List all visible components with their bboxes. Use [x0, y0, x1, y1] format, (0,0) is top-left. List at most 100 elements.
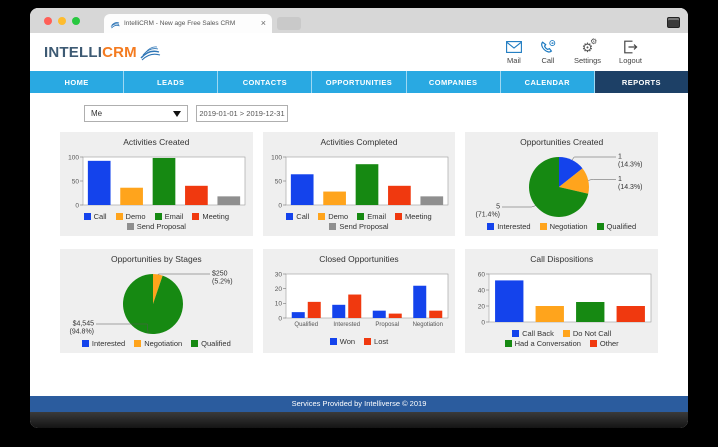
svg-text:0: 0 [481, 319, 485, 326]
call-icon [540, 40, 556, 55]
call-label: Call [541, 55, 555, 65]
nav-item-companies[interactable]: COMPANIES [407, 71, 501, 93]
svg-text:(5.2%): (5.2%) [212, 279, 233, 286]
svg-text:20: 20 [275, 286, 283, 293]
legend-label: Call [93, 212, 107, 221]
nav-item-calendar[interactable]: CALENDAR [501, 71, 595, 93]
svg-text:$4,545: $4,545 [73, 321, 95, 328]
chart-legend: Call Demo Email Meeting Send Proposal [266, 212, 453, 231]
date-range-input[interactable] [196, 105, 288, 122]
logout-button[interactable]: Logout [619, 40, 642, 65]
legend-swatch [81, 340, 89, 347]
svg-text:5: 5 [496, 204, 500, 211]
svg-text:Proposal: Proposal [375, 322, 399, 328]
chart-canvas-call-dispositions: 0 20 40 60 [477, 271, 651, 326]
svg-text:10: 10 [275, 301, 283, 308]
logout-icon [623, 40, 638, 55]
svg-text:(14.3%): (14.3%) [618, 162, 643, 169]
footer-bar: Services Provided by Intelliverse © 2019 [30, 396, 688, 412]
chart-canvas-opportunities-by-stages: $250(5.2%) $4,545(94.8%) [70, 271, 233, 336]
logo-swirl-icon [140, 46, 160, 60]
legend-swatch [596, 223, 604, 230]
mail-button[interactable]: Mail [505, 40, 522, 65]
legend-swatch [512, 330, 520, 337]
tab-title: IntelliCRM - New age Free Sales CRM [124, 20, 236, 27]
owner-filter-dropdown[interactable]: Me [84, 105, 188, 122]
legend-item-had-a-conversation: Had a Conversation [504, 339, 581, 348]
chart-canvas-activities-completed: 0 50 100 [271, 154, 449, 209]
legend-swatch [115, 213, 123, 220]
legend-swatch [329, 223, 337, 230]
browser-chrome: IntelliCRM - New age Free Sales CRM × [30, 8, 688, 33]
legend-label: Lost [374, 337, 389, 346]
call-button[interactable]: Call [540, 40, 556, 65]
legend-swatch [487, 223, 495, 230]
legend-swatch [286, 213, 294, 220]
legend-label: Other [599, 339, 619, 348]
nav-item-reports[interactable]: REPORTS [594, 71, 688, 93]
chart-title: Activities Created [123, 137, 190, 147]
svg-text:20: 20 [477, 303, 485, 310]
svg-text:1: 1 [618, 154, 622, 161]
reports-page: Me Activities Created050100CallDemoEmail… [30, 93, 688, 396]
chart-legend: Call Back Do Not Call Had a Conversation Ot… [468, 329, 655, 348]
nav-item-leads[interactable]: LEADS [124, 71, 219, 93]
legend-label: Negotiation [144, 339, 183, 348]
chart-canvas-closed-opportunities: 0 10 20 30 Qualified Interested Proposal Negoti… [275, 271, 449, 328]
mail-icon [505, 40, 522, 55]
window-controls [44, 8, 80, 33]
svg-text:1: 1 [618, 176, 622, 183]
legend-item-email: Email [154, 212, 183, 221]
chart-title: Opportunities by Stages [110, 254, 202, 264]
legend-label: Meeting [202, 212, 230, 221]
chart-canvas-opportunities-created: 1(14.3%)1(14.3%)5(71.4%) [475, 154, 643, 219]
legend-label: Won [339, 337, 356, 346]
chart-title: Opportunities Created [520, 137, 604, 147]
legend-label: Call [296, 212, 310, 221]
legend-item-do-not-call: Do Not Call [562, 329, 611, 338]
legend-item-negotiation: Negotiation [134, 339, 182, 348]
legend-item-call: Call [83, 212, 107, 221]
svg-text:0: 0 [278, 315, 282, 322]
browser-extension-icon[interactable] [667, 17, 680, 28]
legend-swatch [329, 338, 337, 345]
legend-item-send-proposal: Send Proposal [329, 222, 389, 231]
legend-label: Qualified [201, 339, 231, 348]
minimize-window-button[interactable] [58, 16, 66, 25]
settings-button[interactable]: ⚙ ⚙ Settings [574, 37, 601, 65]
chart-legend: Won Lost [266, 337, 453, 346]
legend-label: Meeting [405, 212, 432, 221]
logo-text-primary: INTELLI [44, 43, 103, 61]
logo-text-accent: CRM [102, 43, 137, 61]
legend-item-call-back: Call Back [512, 329, 554, 338]
chevron-down-icon [173, 110, 181, 117]
legend-label: Negotiation [549, 222, 588, 231]
nav-item-opportunities[interactable]: OPPORTUNITIES [312, 71, 407, 93]
legend-item-meeting: Meeting [192, 212, 229, 221]
legend-swatch [504, 340, 512, 347]
browser-tab[interactable]: IntelliCRM - New age Free Sales CRM × [104, 14, 272, 33]
svg-text:60: 60 [477, 271, 485, 278]
svg-text:0: 0 [76, 202, 80, 209]
new-tab-button[interactable] [277, 17, 301, 30]
chart-legend: Interested Negotiation Qualified [63, 339, 250, 348]
svg-text:50: 50 [275, 178, 283, 185]
nav-item-home[interactable]: HOME [30, 71, 125, 93]
browser-window: IntelliCRM - New age Free Sales CRM × IN… [30, 8, 688, 428]
close-window-button[interactable] [44, 16, 52, 25]
legend-item-qualified: Qualified [596, 222, 636, 231]
legend-label: Send Proposal [339, 222, 389, 231]
svg-text:Qualified: Qualified [294, 322, 318, 328]
nav-item-contacts[interactable]: CONTACTS [218, 71, 313, 93]
legend-swatch [357, 213, 365, 220]
chart-panel-activities-completed: Activities Completed 0 50 100 Call Demo Email M… [262, 132, 456, 236]
tab-close-icon[interactable]: × [260, 18, 266, 28]
legend-item-qualified: Qualified [191, 339, 231, 348]
legend-swatch [83, 213, 91, 220]
legend-swatch [154, 213, 162, 220]
chart-panel-opportunities-by-stages: Opportunities by Stages $250 (5.2%) $4,545(… [60, 249, 253, 353]
chart-title: Activities Completed [320, 137, 398, 147]
svg-text:40: 40 [477, 287, 485, 294]
maximize-window-button[interactable] [72, 16, 80, 25]
